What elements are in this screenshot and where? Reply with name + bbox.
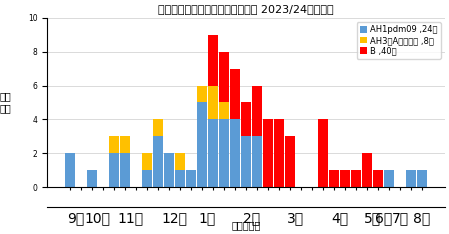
X-axis label: 検体採取日: 検体採取日	[231, 220, 261, 230]
Bar	[220, 102, 229, 119]
Bar	[164, 153, 174, 187]
Bar	[352, 170, 361, 187]
Bar	[406, 170, 416, 187]
Bar	[87, 170, 97, 187]
Bar	[198, 85, 207, 102]
Bar	[264, 119, 273, 187]
Bar	[252, 85, 262, 136]
Bar	[242, 102, 251, 136]
Bar	[153, 136, 163, 187]
Bar	[109, 153, 119, 187]
Bar	[384, 170, 394, 187]
Bar	[208, 35, 218, 85]
Bar	[65, 153, 75, 187]
Bar	[418, 170, 427, 187]
Bar	[362, 153, 372, 187]
Y-axis label: 検出
件数: 検出 件数	[0, 92, 12, 113]
Bar	[176, 153, 185, 170]
Bar	[252, 136, 262, 187]
Bar	[220, 52, 229, 102]
Bar	[330, 170, 339, 187]
Bar	[230, 119, 240, 187]
Legend: AH1pdm09 ,24件, AH3（A香港型） ,8件, B ,40件: AH1pdm09 ,24件, AH3（A香港型） ,8件, B ,40件	[357, 22, 440, 59]
Bar	[374, 170, 383, 187]
Bar	[274, 119, 284, 187]
Title: インフルエンザウイルス検出状況 2023/24シーズン: インフルエンザウイルス検出状況 2023/24シーズン	[158, 4, 334, 14]
Bar	[318, 119, 328, 187]
Bar	[142, 170, 152, 187]
Bar	[176, 170, 185, 187]
Bar	[198, 102, 207, 187]
Bar	[120, 153, 130, 187]
Bar	[286, 136, 295, 187]
Bar	[208, 85, 218, 119]
Bar	[242, 136, 251, 187]
Bar	[142, 153, 152, 170]
Bar	[220, 119, 229, 187]
Bar	[109, 136, 119, 153]
Bar	[186, 170, 196, 187]
Bar	[208, 119, 218, 187]
Bar	[230, 69, 240, 119]
Bar	[153, 119, 163, 136]
Bar	[340, 170, 350, 187]
Bar	[120, 136, 130, 153]
